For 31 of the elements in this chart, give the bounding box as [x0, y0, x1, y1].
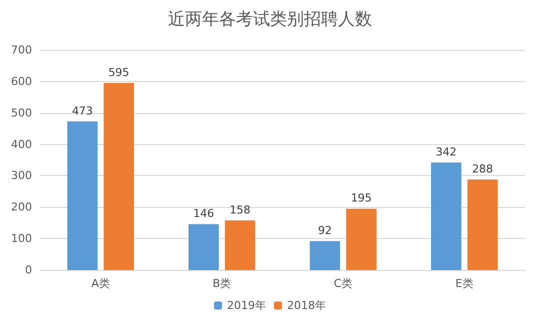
bar — [310, 241, 340, 270]
data-label: 342 — [436, 146, 457, 159]
y-tick-label: 700 — [11, 44, 32, 56]
data-label: 473 — [72, 104, 93, 118]
x-tick-label: A类 — [91, 277, 110, 290]
data-label: 146 — [193, 207, 214, 220]
bar — [467, 179, 498, 270]
bar — [188, 224, 219, 270]
bar — [346, 208, 376, 270]
data-label: 92 — [318, 224, 332, 238]
y-tick-label: 200 — [11, 200, 32, 214]
data-label: 288 — [472, 162, 494, 176]
bar — [431, 162, 462, 270]
legend-label: 2019年 — [227, 299, 266, 312]
x-tick-label: C类 — [334, 277, 352, 290]
y-tick-label: 300 — [11, 169, 32, 182]
y-tick-label: 500 — [11, 106, 32, 120]
data-label: 595 — [108, 66, 130, 79]
bar — [224, 220, 256, 270]
data-label: 158 — [230, 203, 251, 216]
y-tick-label: 600 — [11, 74, 32, 88]
data-label: 195 — [350, 192, 372, 205]
bar — [104, 83, 134, 270]
y-tick-label: 100 — [11, 232, 32, 246]
x-tick-label: B类 — [212, 277, 232, 290]
legend-label: 2018年 — [287, 299, 326, 312]
y-tick-label: 400 — [11, 138, 32, 151]
y-tick-label: 0 — [25, 264, 32, 276]
bar — [67, 121, 98, 270]
chart-title: 近两年各考试类别招聘人数 — [168, 10, 372, 30]
x-tick-label: E类 — [455, 277, 474, 290]
